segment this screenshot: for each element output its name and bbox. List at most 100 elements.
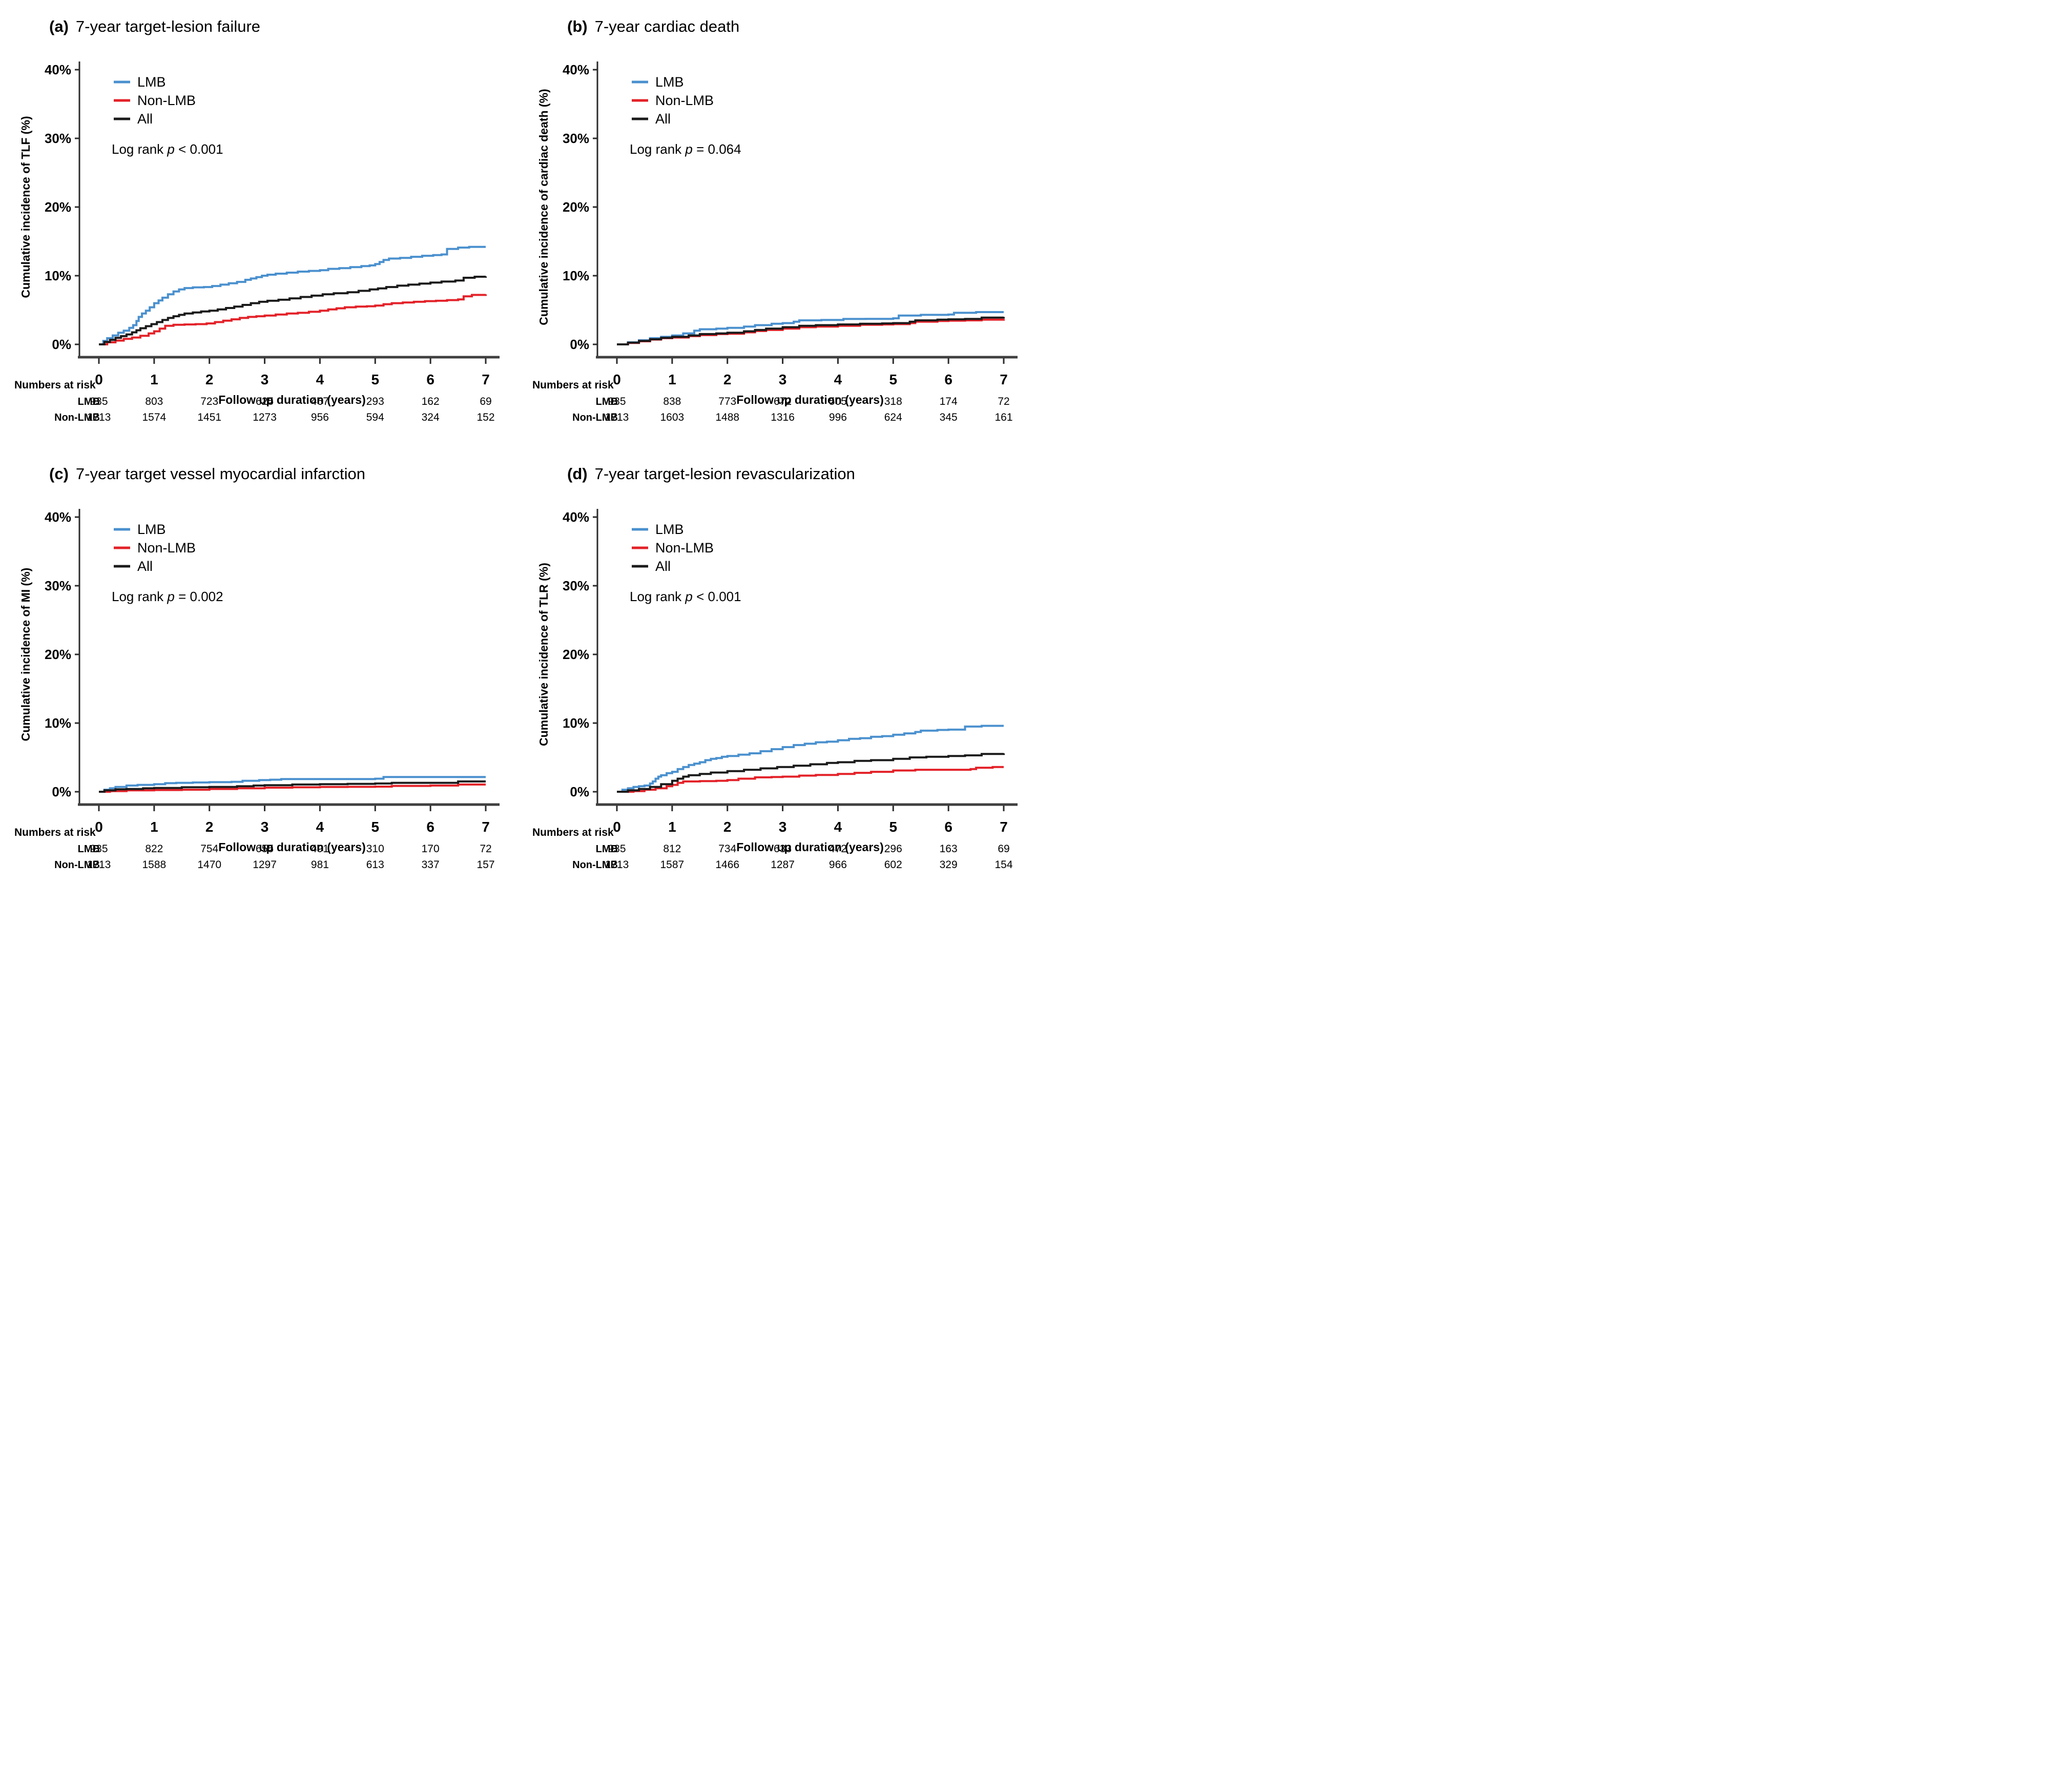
risk-value: 773: [718, 396, 736, 407]
y-tick-label: 10%: [563, 715, 589, 731]
risk-values: 935 822 754 655 491 310 170 72 1713 1588 1470 1297 9…: [87, 843, 495, 871]
legend-label-lmb: LMB: [137, 522, 166, 537]
y-tick-label: 20%: [563, 199, 589, 215]
x-tick-label: 7: [482, 372, 490, 387]
risk-value: 723: [200, 396, 218, 407]
risk-row-label-non-lmb: Non-LMB: [572, 859, 618, 871]
numbers-at-risk-header: Numbers at risk: [532, 827, 614, 838]
risk-value: 633: [774, 843, 792, 855]
risk-row-label-non-lmb: Non-LMB: [572, 412, 618, 423]
y-tick-label: 0%: [570, 784, 589, 799]
risk-value: 310: [366, 843, 384, 855]
km-curve-lmb: [99, 245, 486, 345]
risk-value: 838: [663, 396, 681, 407]
legend-label-all: All: [655, 111, 671, 127]
y-tick-label: 10%: [563, 268, 589, 283]
y-tick-label: 30%: [563, 578, 589, 593]
x-tick-label: 3: [261, 819, 269, 835]
x-tick-label: 7: [482, 819, 490, 835]
legend: LMB Non-LMB All: [114, 522, 196, 574]
panel-title: (a) 7-year target-lesion failure: [49, 17, 260, 35]
numbers-at-risk-header: Numbers at risk: [532, 379, 614, 391]
x-tick-label: 2: [723, 819, 732, 835]
y-axis-label: Cumulative incidence of TLF (%): [19, 116, 32, 298]
risk-value: 467: [311, 396, 329, 407]
x-tick-label: 3: [779, 372, 787, 387]
risk-value: 1273: [253, 412, 277, 423]
risk-value: 1603: [660, 412, 684, 423]
risk-row-label-lmb: LMB: [596, 396, 618, 407]
risk-value: 935: [608, 396, 626, 407]
risk-value: 1713: [87, 859, 111, 871]
risk-value: 754: [200, 843, 218, 855]
x-tick-label: 0: [613, 372, 621, 387]
x-axis-label: Follow up duration (years): [218, 840, 366, 854]
risk-value: 296: [884, 843, 902, 855]
risk-value: 161: [994, 412, 1012, 423]
legend-label-all: All: [137, 111, 153, 127]
risk-value: 812: [663, 843, 681, 855]
x-tick-label: 7: [1000, 819, 1008, 835]
y-tick-label: 40%: [563, 62, 589, 77]
risk-value: 505: [829, 396, 847, 407]
risk-value: 1466: [715, 859, 739, 871]
risk-value: 472: [829, 843, 847, 855]
y-tick-label: 20%: [45, 647, 71, 662]
km-curves: [99, 776, 486, 793]
legend-label-lmb: LMB: [655, 74, 684, 90]
panel-b-chart: (b) 7-year cardiac death Cumulative incid…: [532, 17, 1018, 423]
legend-label-non-lmb: Non-LMB: [137, 540, 196, 556]
risk-value: 734: [718, 843, 736, 855]
km-curve-non-lmb: [99, 783, 486, 793]
km-curve-non-lmb: [617, 318, 1005, 345]
x-tick-label: 2: [205, 819, 214, 835]
risk-value: 329: [940, 859, 958, 871]
km-curves: [617, 725, 1005, 793]
x-axis-label: Follow up duration (years): [218, 393, 366, 406]
legend: LMB Non-LMB All: [632, 522, 714, 574]
y-tick-label: 10%: [45, 715, 71, 731]
risk-value: 672: [774, 396, 792, 407]
panel-title-text: 7-year target-lesion revascularization: [595, 465, 855, 483]
x-tick-label: 5: [889, 819, 897, 835]
y-axis-label: Cumulative incidence of MI (%): [19, 568, 32, 742]
axis-ticks: 0% 10% 20% 30% 40% 0 1 2 3 4 5 6 7: [563, 62, 1008, 387]
risk-value: 1297: [253, 859, 277, 871]
y-tick-label: 30%: [563, 131, 589, 146]
y-axis-label: Cumulative incidence of TLR (%): [537, 563, 550, 746]
risk-value: 624: [884, 412, 902, 423]
risk-value: 345: [940, 412, 958, 423]
km-curve-all: [617, 316, 1005, 345]
risk-value: 157: [476, 859, 494, 871]
km-curve-non-lmb: [617, 766, 1004, 793]
x-tick-label: 6: [944, 819, 952, 835]
x-tick-label: 0: [95, 819, 103, 835]
x-axis-label: Follow up duration (years): [736, 840, 884, 854]
risk-value: 174: [940, 396, 958, 407]
x-tick-label: 5: [889, 372, 897, 387]
panel-title-text: 7-year target-lesion failure: [76, 17, 260, 35]
risk-value: 337: [422, 859, 440, 871]
y-tick-label: 40%: [563, 509, 589, 525]
legend-label-all: All: [137, 559, 153, 574]
y-tick-label: 0%: [52, 784, 71, 799]
x-axis-label: Follow up duration (years): [736, 393, 884, 406]
y-tick-label: 20%: [563, 647, 589, 662]
panel-letter: (b): [567, 17, 588, 35]
x-tick-label: 7: [1000, 372, 1008, 387]
risk-value: 1587: [660, 859, 684, 871]
risk-value: 170: [422, 843, 440, 855]
risk-value: 152: [476, 412, 494, 423]
panel-letter: (a): [49, 17, 69, 35]
risk-value: 1451: [197, 412, 221, 423]
risk-value: 72: [998, 396, 1009, 407]
figure-page: (a) 7-year target-lesion failure Cumulati…: [0, 0, 1036, 895]
y-axis-label: Cumulative incidence of cardiac death (%…: [537, 89, 550, 325]
panel-c-chart: (c) 7-year target vessel myocardial infar…: [14, 465, 500, 871]
x-tick-label: 2: [205, 372, 214, 387]
panel-title: (d) 7-year target-lesion revascularizatio…: [567, 465, 855, 483]
km-curve-all: [99, 780, 486, 793]
panel-d-chart: (d) 7-year target-lesion revascularizatio…: [532, 465, 1018, 871]
risk-value: 1588: [142, 859, 166, 871]
risk-value: 1713: [605, 859, 629, 871]
